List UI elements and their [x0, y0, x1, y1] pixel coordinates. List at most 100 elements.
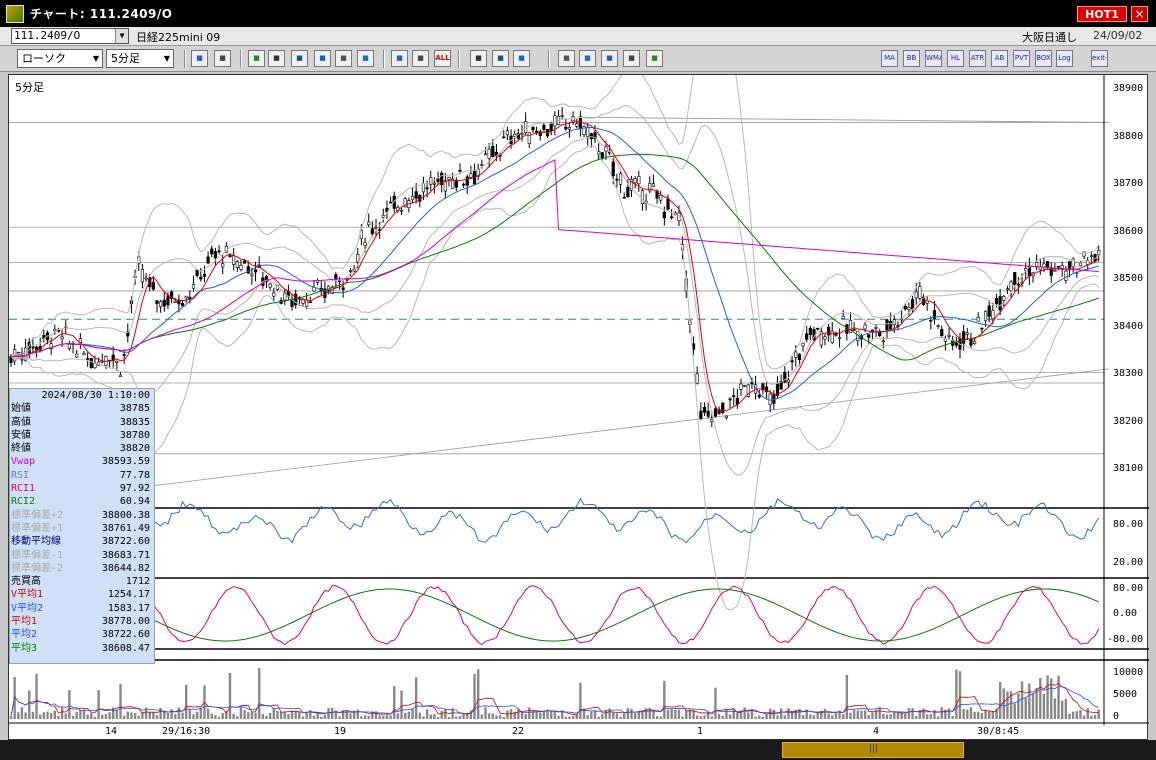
print-button[interactable]: ■: [558, 50, 575, 67]
volume-bar: [320, 716, 323, 719]
rsi-line: [10, 497, 1100, 544]
volume-bar: [276, 711, 279, 719]
title-bar[interactable]: チャート: 111.2409/O HOT1 ×: [0, 0, 1156, 27]
bars-button[interactable]: ■: [601, 50, 618, 67]
toolbar: ローソク ▼ 5分足 ▼ ■ ■ ■ ■ ■ ■ ■ ■ ■ ■ ALL ■ ■ ■ ■ ■ ■ ■ ■ MA BB W…: [0, 46, 1156, 72]
candle-body: [483, 153, 488, 156]
candle-body: [67, 344, 71, 349]
time-scrollbar[interactable]: [0, 740, 1156, 760]
volume-bar: [553, 711, 557, 719]
bar2-button[interactable]: ■: [412, 50, 429, 67]
indicator-button-atr[interactable]: ATR: [969, 50, 986, 67]
symbol-input[interactable]: 111.2409/O ▼: [11, 28, 129, 44]
volume-bar: [670, 708, 673, 719]
volume-bar: [290, 710, 294, 719]
timeframe-select[interactable]: 5分足 ▼: [106, 49, 174, 68]
volume-bar: [64, 713, 67, 719]
volume-bar: [279, 711, 283, 719]
info-row: RSI 77.78: [10, 469, 154, 482]
draw-line-button[interactable]: ■: [248, 50, 265, 67]
volume-bar: [254, 712, 257, 719]
candle-body: [618, 173, 623, 185]
chevron-down-icon[interactable]: ▼: [115, 29, 128, 43]
settings-button[interactable]: ■: [470, 50, 487, 67]
volume-bar: [374, 711, 378, 719]
volume-bar: [371, 711, 374, 719]
info-value: 38785: [119, 403, 150, 415]
volume-bar: [126, 711, 129, 719]
volume-bar: [174, 714, 177, 719]
candle-body: [1056, 265, 1061, 268]
indicator-button-ma[interactable]: MA: [881, 50, 898, 67]
zoom-button[interactable]: ■: [191, 50, 208, 67]
info-key: 移動平均線: [11, 536, 61, 548]
compare-icon: ■: [628, 54, 635, 62]
trend-button[interactable]: ■: [268, 50, 285, 67]
candle-body: [487, 148, 491, 159]
volume-bar: [842, 714, 845, 719]
candle-body: [582, 126, 586, 135]
candle-body: [567, 126, 572, 130]
indicator-button-pvt[interactable]: PVT: [1013, 50, 1030, 67]
chart-canvas[interactable]: [9, 75, 1149, 741]
chevron-down-icon: ▼: [92, 54, 100, 63]
search-button[interactable]: ■: [579, 50, 596, 67]
indicator-button-wma[interactable]: WMA: [925, 50, 942, 67]
indicator-label: MA: [884, 54, 895, 62]
time-tick-label: 14: [105, 726, 118, 737]
chart-type-select[interactable]: ローソク ▼: [17, 49, 103, 68]
volume-bar: [513, 711, 516, 719]
indicator-button-bb[interactable]: BB: [903, 50, 920, 67]
palette-button[interactable]: ■: [513, 50, 530, 67]
color-button[interactable]: ■: [492, 50, 509, 67]
volume-bar: [466, 714, 469, 719]
volume-bar: [831, 715, 834, 719]
bollinger-band: [10, 145, 1100, 611]
compare-button[interactable]: ■: [623, 50, 640, 67]
volume-bar: [779, 708, 783, 719]
candle-body: [60, 336, 64, 340]
info-row: 標準偏差-1 38683.71: [10, 549, 154, 562]
volume-bar: [717, 713, 721, 719]
undo-button[interactable]: ■: [314, 50, 331, 67]
bar-button[interactable]: ■: [391, 50, 408, 67]
info-row: 標準偏差-2 38644.82: [10, 562, 154, 575]
volume-bar: [247, 712, 250, 719]
chart-area[interactable]: 5分足 38900 38800 38700 38600 38500 38400 38300 3…: [8, 74, 1149, 741]
candle-body: [721, 402, 725, 414]
blank-button[interactable]: ■: [646, 50, 663, 67]
symbol-code: 111.2409/O: [14, 29, 81, 42]
all-button[interactable]: ALL: [434, 50, 451, 67]
candle-body: [998, 296, 1002, 311]
trash-button[interactable]: ■: [357, 50, 374, 67]
indicator-button-exit-icon[interactable]: exit-icon: [1091, 50, 1108, 67]
candle-body: [910, 298, 915, 310]
candle-body: [571, 116, 575, 123]
hot-button[interactable]: HOT1: [1077, 6, 1127, 22]
volume-bar: [53, 710, 56, 719]
note-button[interactable]: ■: [335, 50, 352, 67]
volume-bar: [396, 713, 400, 719]
indicator-button-log[interactable]: Log: [1056, 50, 1073, 67]
indicator-button-ab[interactable]: AB: [991, 50, 1008, 67]
info-key: 標準偏差-2: [11, 562, 64, 574]
candle-body: [458, 170, 462, 172]
info-row: 平均2 38722.60: [10, 628, 154, 641]
close-button[interactable]: ×: [1131, 6, 1148, 22]
arrow-button[interactable]: ■: [291, 50, 308, 67]
scrollbar-thumb[interactable]: |||: [782, 742, 964, 758]
cursor-button[interactable]: ■: [214, 50, 231, 67]
candle-body: [148, 277, 152, 288]
volume-bar: [947, 708, 951, 719]
candle-body: [1042, 263, 1046, 268]
candle-body: [874, 327, 878, 329]
volume-ma2-line: [10, 685, 1099, 717]
indicator-button-hl[interactable]: HL: [947, 50, 964, 67]
volume-bar: [1075, 711, 1078, 719]
candle-body: [972, 340, 977, 345]
indicator-button-box[interactable]: BOX: [1035, 50, 1052, 67]
candle-body: [232, 255, 236, 265]
candle-body: [560, 115, 564, 118]
volume-bar: [535, 711, 538, 719]
volume-bar: [195, 711, 199, 719]
